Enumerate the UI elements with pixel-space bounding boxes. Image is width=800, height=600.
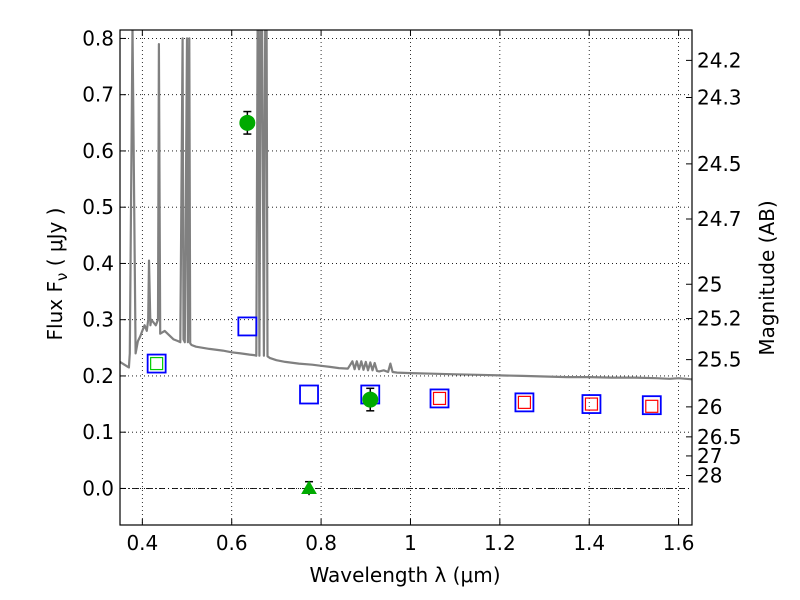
y-axis-label: Flux Fν ( μJy ) [43,208,71,341]
series-layer [120,30,692,496]
square-marker-1-0 [146,353,167,374]
x-tick-label-0: 0.4 [126,531,158,555]
photometry-point-4-1 [362,391,379,408]
upper-limit-triangle-5-0 [301,480,317,494]
y-axis-label-main: Flux F [43,281,67,340]
y-tick-label-7: 0.7 [82,83,114,107]
x-tick-label-6: 1.6 [663,531,695,555]
y2-axis-label: Magnitude (AB) [755,200,779,355]
y2-tick-label-5: 25.2 [697,307,742,331]
y2-tick-label-4: 25 [697,272,722,296]
y2-tick-label-6: 25.5 [697,348,742,372]
x-tick-label-4: 1.2 [484,531,516,555]
x-tick-label-5: 1.4 [573,531,605,555]
square-marker-3-3 [645,399,659,413]
x-axis: 0.4 0.6 0.8 1 1.2 1.4 1.6 [126,30,695,555]
square-marker-1-5 [514,392,535,413]
x-tick-label-2: 0.8 [305,531,337,555]
square-marker-3-1 [517,395,532,409]
y-axis-label-units: ( μJy ) [43,208,67,273]
y2-tick-label-2: 24.5 [697,152,742,176]
y2-tick-label-8: 26.5 [697,425,742,449]
y2-tick-label-7: 26 [697,395,722,419]
y2-tick-label-10: 28 [697,464,722,488]
x-tick-label-1: 0.6 [216,531,248,555]
y-axis-label-subscript: ν [53,273,71,281]
y-tick-label-0: 0.0 [82,476,114,500]
y-tick-label-4: 0.4 [82,251,114,275]
y-tick-label-3: 0.3 [82,308,114,332]
grid [120,30,692,525]
square-marker-3-0 [432,391,447,406]
y2-tick-label-3: 24.7 [697,207,742,231]
y2-tick-label-0: 24.2 [697,48,742,72]
square-marker-1-4 [429,388,450,409]
x-tick-label-3: 1 [404,531,417,555]
x-axis-label: Wavelength λ (μm) [309,563,500,587]
y-tick-label-1: 0.1 [82,420,114,444]
photometry-point-4-0 [239,114,256,131]
template-spectrum-line [120,30,692,381]
square-marker-1-6 [581,394,602,414]
square-marker-3-2 [584,397,599,411]
y-tick-label-8: 0.8 [82,26,114,50]
square-marker-1-1 [237,316,258,337]
y-axis: 0.0 0.1 0.2 0.3 0.4 0.5 0.6 0.7 0.8 [82,26,126,500]
y2-tick-label-1: 24.3 [697,86,742,110]
square-marker-2-0 [150,356,164,371]
plot-frame [119,29,693,526]
y-tick-label-5: 0.5 [82,195,114,219]
square-marker-1-2 [299,384,319,405]
y-tick-label-6: 0.6 [82,139,114,163]
y-tick-label-2: 0.2 [82,364,114,388]
square-marker-1-7 [641,395,662,416]
y2-tick-label-9: 27 [697,444,722,468]
